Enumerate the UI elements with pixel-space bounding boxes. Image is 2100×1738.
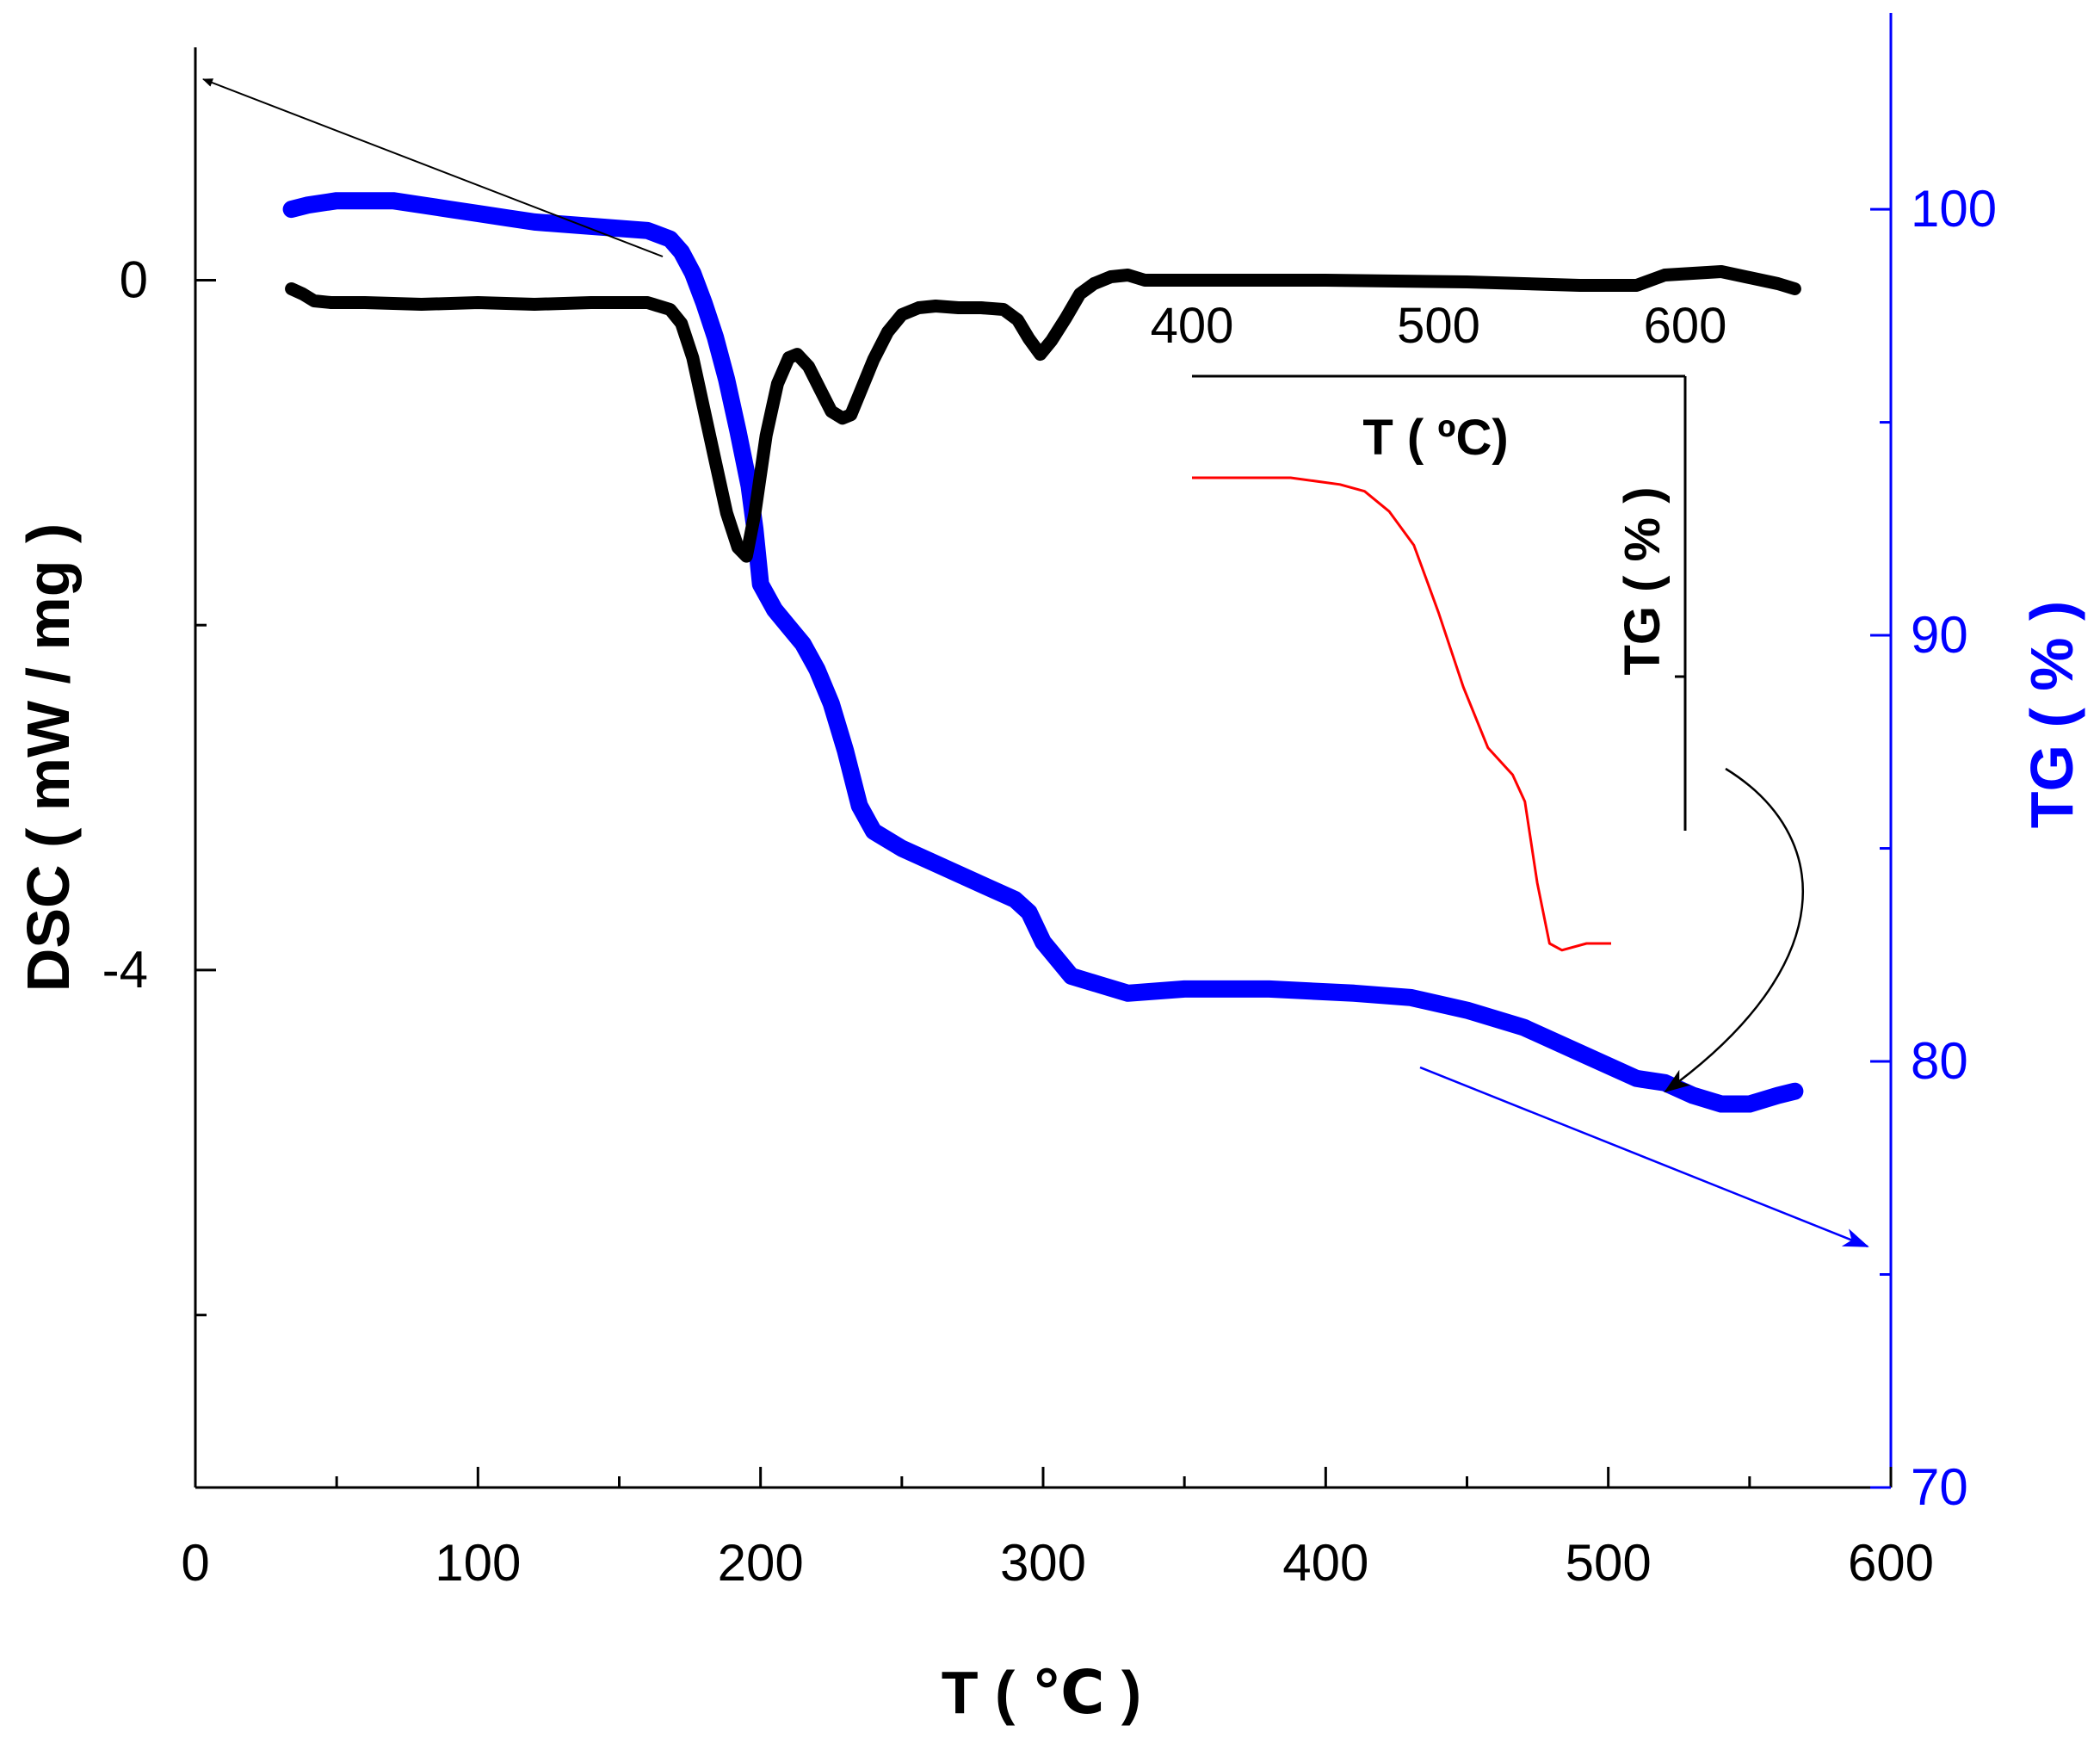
- inset-y-axis-title: TG ( % ): [1615, 486, 1671, 675]
- tg-axis-pointer-arrow: [1419, 1066, 1869, 1248]
- x-tick-label: 100: [435, 1534, 521, 1592]
- inset-plot: 400 500 600 T ( ºC) TG ( % ): [1151, 298, 1727, 952]
- right-axis-ticks: 100 90 80 70: [1870, 180, 1997, 1516]
- x-tick-label: 0: [181, 1534, 209, 1592]
- dsc-axis-pointer-arrow: [202, 78, 664, 257]
- right-axis-title: TG ( % ): [2018, 601, 2085, 828]
- right-tick-label: 80: [1911, 1032, 1968, 1090]
- left-tick-label: -4: [102, 941, 148, 999]
- right-tick-label: 100: [1911, 180, 1997, 238]
- left-axis-ticks: 0 -4: [102, 250, 216, 1317]
- inset-zoom-arrow: [1664, 767, 1805, 1093]
- x-tick-label: 300: [1000, 1534, 1086, 1592]
- x-axis-ticks: 0 100 200 300 400 500 600: [181, 1467, 1934, 1592]
- x-tick-label: 600: [1848, 1534, 1934, 1592]
- x-tick-label: 400: [1282, 1534, 1368, 1592]
- x-tick-label: 500: [1566, 1534, 1652, 1592]
- inset-x-axis-title: T ( ºC): [1362, 410, 1508, 466]
- x-tick-label: 200: [718, 1534, 804, 1592]
- right-tick-label: 70: [1911, 1458, 1968, 1516]
- x-axis-title: T ( ℃ ): [942, 1659, 1142, 1726]
- inset-x-tick-label: 600: [1644, 298, 1727, 354]
- tg-series-line: [282, 192, 1804, 1113]
- inset-tg-series-line: [1192, 476, 1611, 952]
- inset-x-tick-label: 400: [1151, 298, 1234, 354]
- left-tick-label: 0: [120, 250, 148, 308]
- dsc-series-line: [285, 265, 1801, 563]
- right-tick-label: 90: [1911, 606, 1968, 664]
- left-axis-title: DSC ( mW / mg ): [15, 523, 82, 992]
- inset-x-tick-label: 500: [1397, 298, 1480, 354]
